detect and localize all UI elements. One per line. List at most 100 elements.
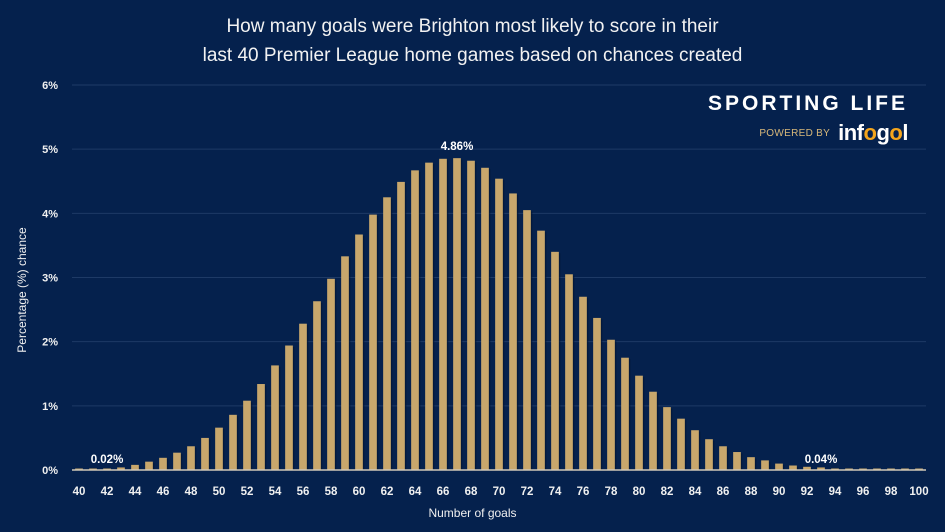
x-tick-label: 96 xyxy=(857,486,870,498)
data-annotation: 0.04% xyxy=(805,454,838,466)
x-tick-label: 74 xyxy=(549,486,562,498)
bar xyxy=(187,446,195,470)
bar xyxy=(551,251,559,470)
bar xyxy=(369,214,377,470)
x-tick-label: 90 xyxy=(773,486,786,498)
x-axis-label: Number of goals xyxy=(428,506,517,520)
bar xyxy=(411,170,419,470)
bar xyxy=(677,418,685,470)
bar xyxy=(635,375,643,470)
x-tick-label: 88 xyxy=(745,486,758,498)
y-tick-label: 4% xyxy=(42,208,58,220)
bar xyxy=(159,457,167,470)
bar xyxy=(775,463,783,470)
bar xyxy=(621,357,629,470)
bar xyxy=(215,427,223,470)
powered-by-row: POWERED BY infogol xyxy=(688,120,908,146)
bar xyxy=(383,197,391,470)
bar xyxy=(243,400,251,470)
x-tick-label: 50 xyxy=(213,486,226,498)
y-tick-label: 5% xyxy=(42,144,58,156)
x-tick-label: 48 xyxy=(185,486,198,498)
x-tick-label: 76 xyxy=(577,486,590,498)
x-tick-label: 68 xyxy=(465,486,478,498)
x-tick-label: 46 xyxy=(157,486,170,498)
bar xyxy=(747,457,755,470)
chart-title-line1: How many goals were Brighton most likely… xyxy=(226,16,719,37)
x-tick-label: 66 xyxy=(437,486,450,498)
bar xyxy=(789,465,797,470)
bar xyxy=(593,317,601,470)
bar xyxy=(663,407,671,470)
x-tick-label: 80 xyxy=(633,486,646,498)
x-tick-label: 82 xyxy=(661,486,674,498)
infogol-logo: infogol xyxy=(838,120,908,145)
bar xyxy=(145,461,153,470)
x-tick-label: 72 xyxy=(521,486,534,498)
bar xyxy=(201,437,209,470)
x-tick-label: 52 xyxy=(241,486,254,498)
bar xyxy=(341,256,349,470)
x-tick-label: 58 xyxy=(325,486,338,498)
bar xyxy=(649,391,657,470)
bar xyxy=(453,158,461,470)
bar xyxy=(285,345,293,470)
bar xyxy=(719,446,727,470)
bar xyxy=(271,365,279,470)
x-tick-label: 100 xyxy=(909,486,928,498)
x-tick-label: 54 xyxy=(269,486,282,498)
bar xyxy=(733,452,741,470)
x-tick-label: 44 xyxy=(129,486,142,498)
y-tick-label: 1% xyxy=(42,401,58,413)
bar xyxy=(327,278,335,470)
x-tick-label: 78 xyxy=(605,486,618,498)
y-tick-label: 2% xyxy=(42,337,58,349)
bar xyxy=(579,296,587,470)
x-tick-label: 94 xyxy=(829,486,842,498)
y-tick-label: 3% xyxy=(42,273,58,285)
y-tick-label: 6% xyxy=(42,80,58,92)
bar xyxy=(117,467,125,470)
bar xyxy=(817,467,825,470)
bar xyxy=(761,460,769,470)
chart-title: How many goals were Brighton most likely… xyxy=(0,12,945,70)
powered-by-label: POWERED BY xyxy=(759,127,831,139)
bar xyxy=(257,384,265,470)
x-tick-label: 42 xyxy=(101,486,114,498)
bar xyxy=(313,301,321,470)
data-annotation: 0.02% xyxy=(91,454,124,466)
x-tick-label: 64 xyxy=(409,486,422,498)
x-tick-label: 92 xyxy=(801,486,814,498)
bar xyxy=(705,439,713,470)
bar xyxy=(397,181,405,470)
bar xyxy=(355,234,363,470)
x-tick-label: 86 xyxy=(717,486,730,498)
bar xyxy=(467,160,475,470)
bar xyxy=(173,452,181,470)
bar xyxy=(439,158,447,470)
bar xyxy=(495,178,503,470)
bar xyxy=(537,230,545,470)
sporting-life-logo: SPORTING LIFE POWERED BY infogol xyxy=(688,92,908,146)
x-tick-label: 56 xyxy=(297,486,310,498)
bar xyxy=(607,339,615,470)
x-tick-label: 84 xyxy=(689,486,702,498)
bar xyxy=(509,193,517,471)
bar xyxy=(523,210,531,470)
x-tick-label: 60 xyxy=(353,486,366,498)
bar xyxy=(803,466,811,470)
bar xyxy=(131,464,139,470)
y-tick-label: 0% xyxy=(42,465,58,477)
x-tick-label: 62 xyxy=(381,486,394,498)
brand-name: SPORTING LIFE xyxy=(707,92,908,115)
bar xyxy=(299,323,307,470)
bar xyxy=(425,162,433,470)
bar xyxy=(565,274,573,470)
bar xyxy=(481,167,489,470)
data-annotation: 4.86% xyxy=(441,141,474,153)
x-tick-label: 98 xyxy=(885,486,898,498)
chart-title-line2: last 40 Premier League home games based … xyxy=(202,45,743,66)
x-tick-label: 40 xyxy=(73,486,86,498)
bar xyxy=(691,430,699,470)
